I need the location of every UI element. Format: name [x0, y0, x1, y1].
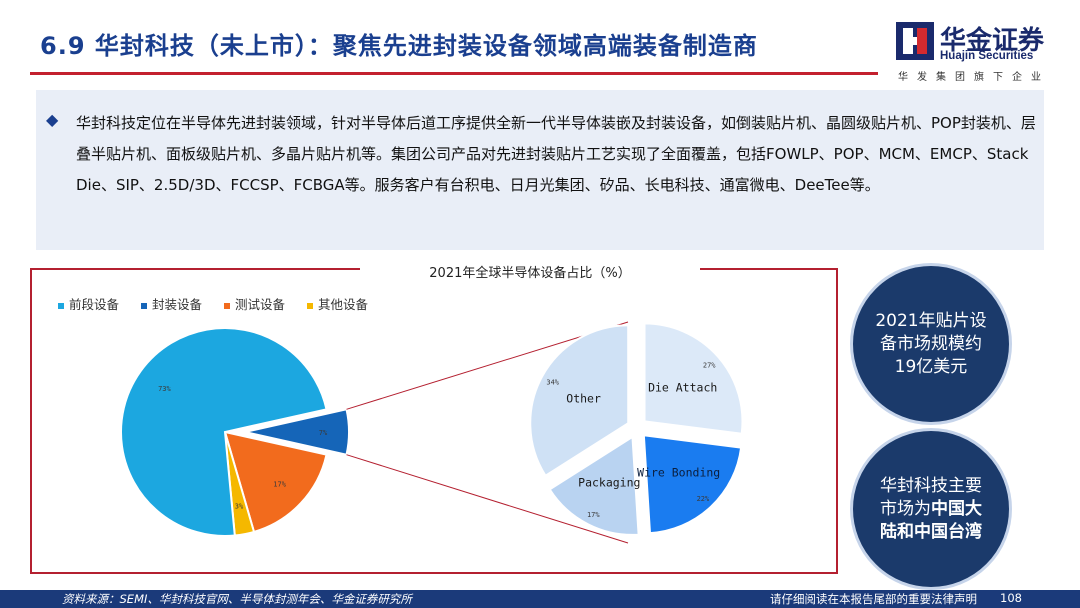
footer-disclaimer: 请仔细阅读在本报告尾部的重要法律声明 [770, 592, 977, 606]
legend-swatch [141, 302, 147, 309]
page-number: 108 [1000, 591, 1022, 605]
pie1-value-label: 17% [273, 480, 286, 488]
main-market-prefix: 华封科技主要市场为 [880, 475, 982, 519]
logo-name-cn: 华金证券 [940, 26, 1045, 56]
legend-swatch [307, 302, 313, 309]
pie2-slice [548, 435, 640, 536]
footer-source: 资料来源：SEMI、华封科技官网、半导体封测年会、华金证券研究所 [62, 592, 412, 606]
legend-item: 前段设备 [58, 294, 119, 313]
footer-bar: 资料来源：SEMI、华封科技官网、半导体封测年会、华金证券研究所 请仔细阅读在本… [0, 590, 1080, 608]
legend-label: 前段设备 [69, 297, 120, 312]
main-market-highlight: 中国大陆和中国台湾 [880, 498, 982, 542]
pie1-slice [244, 408, 351, 456]
legend-item: 其他设备 [307, 294, 368, 313]
huajin-logo-icon [896, 22, 934, 60]
chart-title: 2021年全球半导体设备占比（%） [429, 266, 631, 281]
intro-box: ◆ 华封科技定位在半导体先进封装领域，针对半导体后道工序提供全新一代半导体装嵌及… [36, 90, 1044, 250]
pie2-category-label: Packaging [578, 475, 640, 489]
legend-item: 测试设备 [224, 294, 285, 313]
pie2-category-label: Other [566, 392, 601, 406]
title-divider [30, 72, 878, 75]
pie2-value-label: 27% [703, 361, 716, 369]
pie2-category-label: Wire Bonding [637, 465, 720, 479]
legend-swatch [58, 302, 64, 309]
pie2-slice [643, 322, 744, 435]
legend-label: 其他设备 [318, 297, 369, 312]
market-size-callout: 2021年贴片设备市场规模约19亿美元 [850, 263, 1012, 425]
pie1-value-label: 73% [158, 385, 171, 393]
legend-item: 封装设备 [141, 294, 202, 313]
pie2-value-label: 22% [697, 495, 710, 503]
main-market-text: 华封科技主要市场为中国大陆和中国台湾 [875, 475, 987, 544]
pie1-value-label: 7% [319, 429, 328, 437]
pie2-slice [642, 434, 743, 535]
bullet-diamond-icon: ◆ [46, 110, 59, 129]
pie2-value-label: 34% [546, 379, 559, 387]
pie2-category-label: Die Attach [648, 381, 717, 395]
intro-text: 华封科技定位在半导体先进封装领域，针对半导体后道工序提供全新一代半导体装嵌及封装… [76, 114, 1036, 194]
connector-line-bottom [346, 454, 629, 544]
main-market-callout: 华封科技主要市场为中国大陆和中国台湾 [850, 428, 1012, 590]
pie1-value-label: 3% [235, 503, 244, 511]
chart-legend: 前段设备 封装设备 测试设备 其他设备 [58, 294, 386, 313]
legend-swatch [224, 302, 230, 309]
pie1-slice [223, 430, 328, 534]
legend-label: 封装设备 [152, 297, 203, 312]
market-size-text: 2021年贴片设备市场规模约19亿美元 [875, 310, 987, 377]
page-title: 6.9 华封科技（未上市）：聚焦先进封装设备领域高端装备制造商 [40, 32, 758, 60]
logo-tagline: 华发集团旗下企业 [898, 72, 1050, 83]
pie2-value-label: 17% [587, 511, 600, 519]
company-logo: 华金证券 Huajin Securities 华发集团旗下企业 [896, 18, 1061, 88]
pie2-slice [529, 324, 630, 478]
legend-label: 测试设备 [235, 297, 286, 312]
pie1-slice [120, 326, 328, 537]
logo-name-en: Huajin Securities [940, 50, 1034, 62]
